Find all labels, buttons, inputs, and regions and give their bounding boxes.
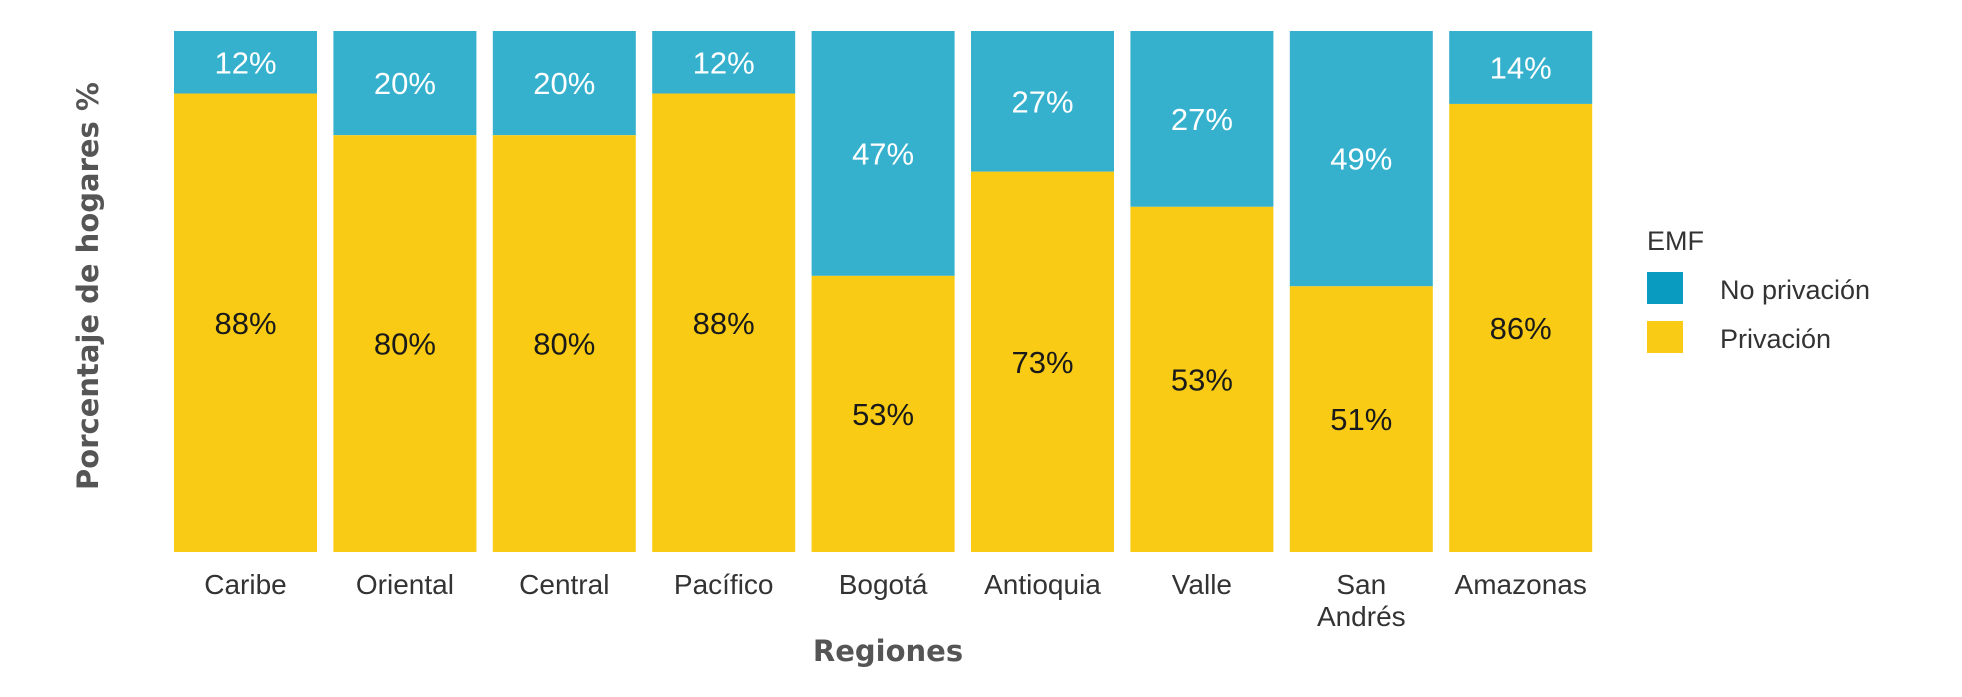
value-label-no-privacion-caribe: 12% [214,45,276,80]
value-label-privacion-valle: 53% [1171,362,1233,397]
value-label-privacion-antioquia: 73% [1011,345,1073,380]
bar-privacion-valle [1130,206,1274,552]
category-label-san-andres: San Andrés [1317,569,1406,632]
bar-privacion-bogota [811,275,955,552]
value-label-no-privacion-bogota: 47% [852,136,914,171]
bar-no-privacion-bogota [811,31,955,276]
bar-no-privacion-valle [1130,31,1274,207]
y-axis-title: Porcentaje de hogares % [71,82,105,490]
bar-no-privacion-pacifico [652,31,796,94]
value-label-privacion-pacifico: 88% [693,306,755,341]
bars-group [174,31,1593,553]
value-label-no-privacion-antioquia: 27% [1011,84,1073,119]
legend-label-no-privacion: No privación [1720,275,1870,305]
bar-privacion-pacifico [652,93,796,553]
category-label-valle: Valle [1172,569,1232,600]
bar-privacion-central [492,135,636,552]
bar-no-privacion-antioquia [971,31,1114,172]
legend-swatch-no-privacion [1647,272,1683,304]
value-label-no-privacion-san-andres: 49% [1330,142,1392,177]
value-label-privacion-bogota: 53% [852,397,914,432]
category-label-caribe: Caribe [204,569,286,600]
category-label-oriental: Oriental [356,569,454,600]
value-label-no-privacion-oriental: 20% [374,66,436,101]
value-label-no-privacion-amazonas: 14% [1490,50,1552,85]
legend: EMF No privación Privación [1647,226,1870,354]
bar-no-privacion-caribe [174,31,317,94]
x-axis-title: Regiones [813,634,963,668]
bar-privacion-oriental [333,135,477,552]
bar-no-privacion-amazonas [1449,31,1593,104]
value-label-no-privacion-central: 20% [533,66,595,101]
bar-privacion-san-andres [1289,286,1433,552]
bar-no-privacion-oriental [333,31,477,136]
category-labels-group: Caribe Oriental Central Pacífico Bogotá Antio… [204,569,1587,632]
legend-label-privacion: Privación [1720,324,1831,354]
category-label-central: Central [519,569,609,600]
category-label-pacifico: Pacífico [674,569,774,600]
value-label-no-privacion-pacifico: 12% [693,45,755,80]
legend-swatch-privacion [1647,321,1683,353]
legend-title: EMF [1647,226,1704,256]
value-label-privacion-caribe: 88% [214,306,276,341]
bar-no-privacion-central [492,31,636,136]
value-label-privacion-central: 80% [533,327,595,362]
category-label-bogota: Bogotá [839,569,928,600]
bar-privacion-amazonas [1449,103,1593,552]
value-label-privacion-san-andres: 51% [1330,402,1392,437]
value-label-privacion-amazonas: 86% [1490,311,1552,346]
value-label-privacion-oriental: 80% [374,327,436,362]
value-label-no-privacion-valle: 27% [1171,102,1233,137]
category-label-antioquia: Antioquia [984,569,1101,600]
bar-privacion-caribe [174,93,317,553]
category-label-amazonas: Amazonas [1455,569,1587,600]
bar-no-privacion-san-andres [1289,31,1433,287]
bar-privacion-antioquia [971,171,1114,553]
value-labels-group: 12% 88% 20% 80% 20% 80% 12% 88% 47% 53% 27% 73% 27% 5… [214,45,1551,437]
